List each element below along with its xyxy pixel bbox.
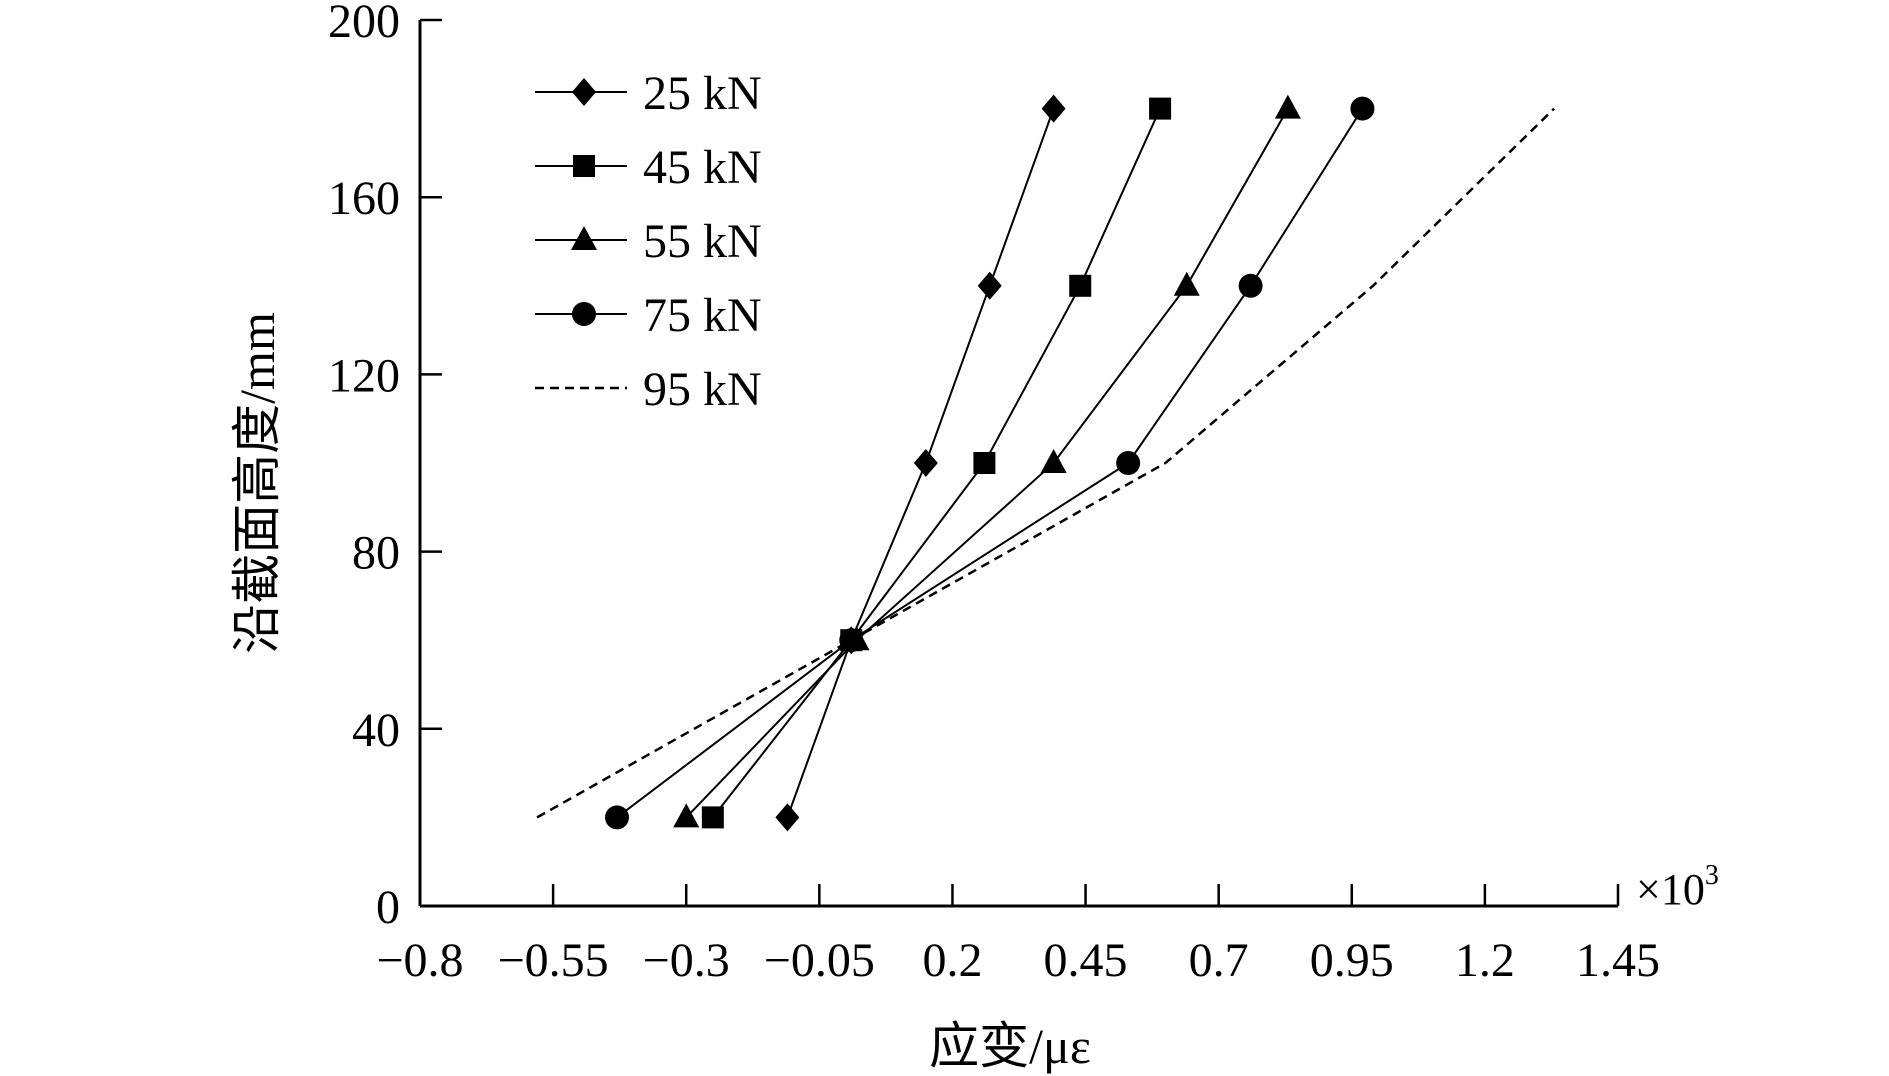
data-point bbox=[673, 803, 700, 828]
x-tick-label: −0.05 bbox=[764, 934, 875, 987]
y-tick-label: 80 bbox=[352, 527, 400, 580]
legend-marker bbox=[573, 155, 595, 177]
x-tick-label: 1.2 bbox=[1455, 934, 1515, 987]
y-tick-label: 160 bbox=[328, 172, 400, 225]
ticks: −0.8 −0.55 −0.3 −0.05 0.2 0.45 0.7 0.95 1.2 1.45 0… bbox=[328, 0, 1660, 987]
x-axis-label: 应变/με bbox=[929, 1018, 1091, 1074]
legend-marker bbox=[571, 226, 597, 250]
data-point bbox=[1274, 94, 1301, 119]
x-tick-label: −0.3 bbox=[643, 934, 730, 987]
legend-item: 25 kN bbox=[535, 67, 762, 120]
legend-marker bbox=[572, 302, 596, 326]
x-tick-label: −0.55 bbox=[498, 934, 609, 987]
series-1 bbox=[775, 94, 1066, 832]
series-line bbox=[536, 107, 1555, 819]
y-tick-label: 40 bbox=[352, 704, 400, 757]
data-point bbox=[605, 805, 630, 830]
legend-item: 95 kN bbox=[535, 363, 762, 416]
data-point bbox=[775, 803, 800, 832]
x-tick-label: 0.7 bbox=[1189, 934, 1249, 987]
x-tick-label: 0.45 bbox=[1044, 934, 1128, 987]
legend-item: 55 kN bbox=[535, 215, 762, 268]
y-axis-label: 沿截面高度/mm bbox=[229, 312, 285, 654]
data-point bbox=[1041, 94, 1066, 123]
y-tick-label: 0 bbox=[376, 881, 400, 934]
x-tick-label: 1.45 bbox=[1576, 934, 1660, 987]
legend-label: 75 kN bbox=[643, 289, 762, 342]
data-point bbox=[1173, 271, 1200, 296]
data-point bbox=[1116, 451, 1141, 475]
data-point bbox=[913, 449, 938, 477]
data-point bbox=[977, 271, 1002, 300]
x-tick-label: 0.95 bbox=[1310, 934, 1394, 987]
data-point bbox=[973, 452, 996, 474]
legend-label: 55 kN bbox=[643, 215, 762, 268]
data-point bbox=[1149, 97, 1172, 120]
legend: 25 kN 45 kN 55 kN 75 kN 95 kN bbox=[535, 67, 762, 416]
x-tick-label: −0.8 bbox=[376, 934, 463, 987]
x-tick-label: 0.2 bbox=[922, 934, 982, 987]
data-point bbox=[1040, 449, 1067, 473]
series-layer bbox=[536, 94, 1555, 832]
legend-label: 25 kN bbox=[643, 67, 762, 120]
data-point bbox=[1069, 274, 1092, 297]
axes bbox=[418, 20, 1618, 908]
legend-label: 95 kN bbox=[643, 363, 762, 416]
data-point bbox=[1238, 273, 1263, 298]
y-tick-label: 120 bbox=[328, 349, 400, 402]
x-multiplier-base: ×10 bbox=[1636, 865, 1705, 914]
x-multiplier-label: ×103 bbox=[1636, 860, 1719, 914]
legend-item: 45 kN bbox=[535, 141, 762, 194]
data-point bbox=[701, 806, 724, 829]
series-5 bbox=[536, 107, 1555, 819]
x-multiplier-exponent: 3 bbox=[1705, 860, 1719, 891]
y-tick-label: 200 bbox=[328, 0, 400, 48]
data-point bbox=[1350, 96, 1375, 121]
legend-marker bbox=[572, 78, 596, 106]
legend-item: 75 kN bbox=[535, 289, 762, 342]
legend-label: 45 kN bbox=[643, 141, 762, 194]
